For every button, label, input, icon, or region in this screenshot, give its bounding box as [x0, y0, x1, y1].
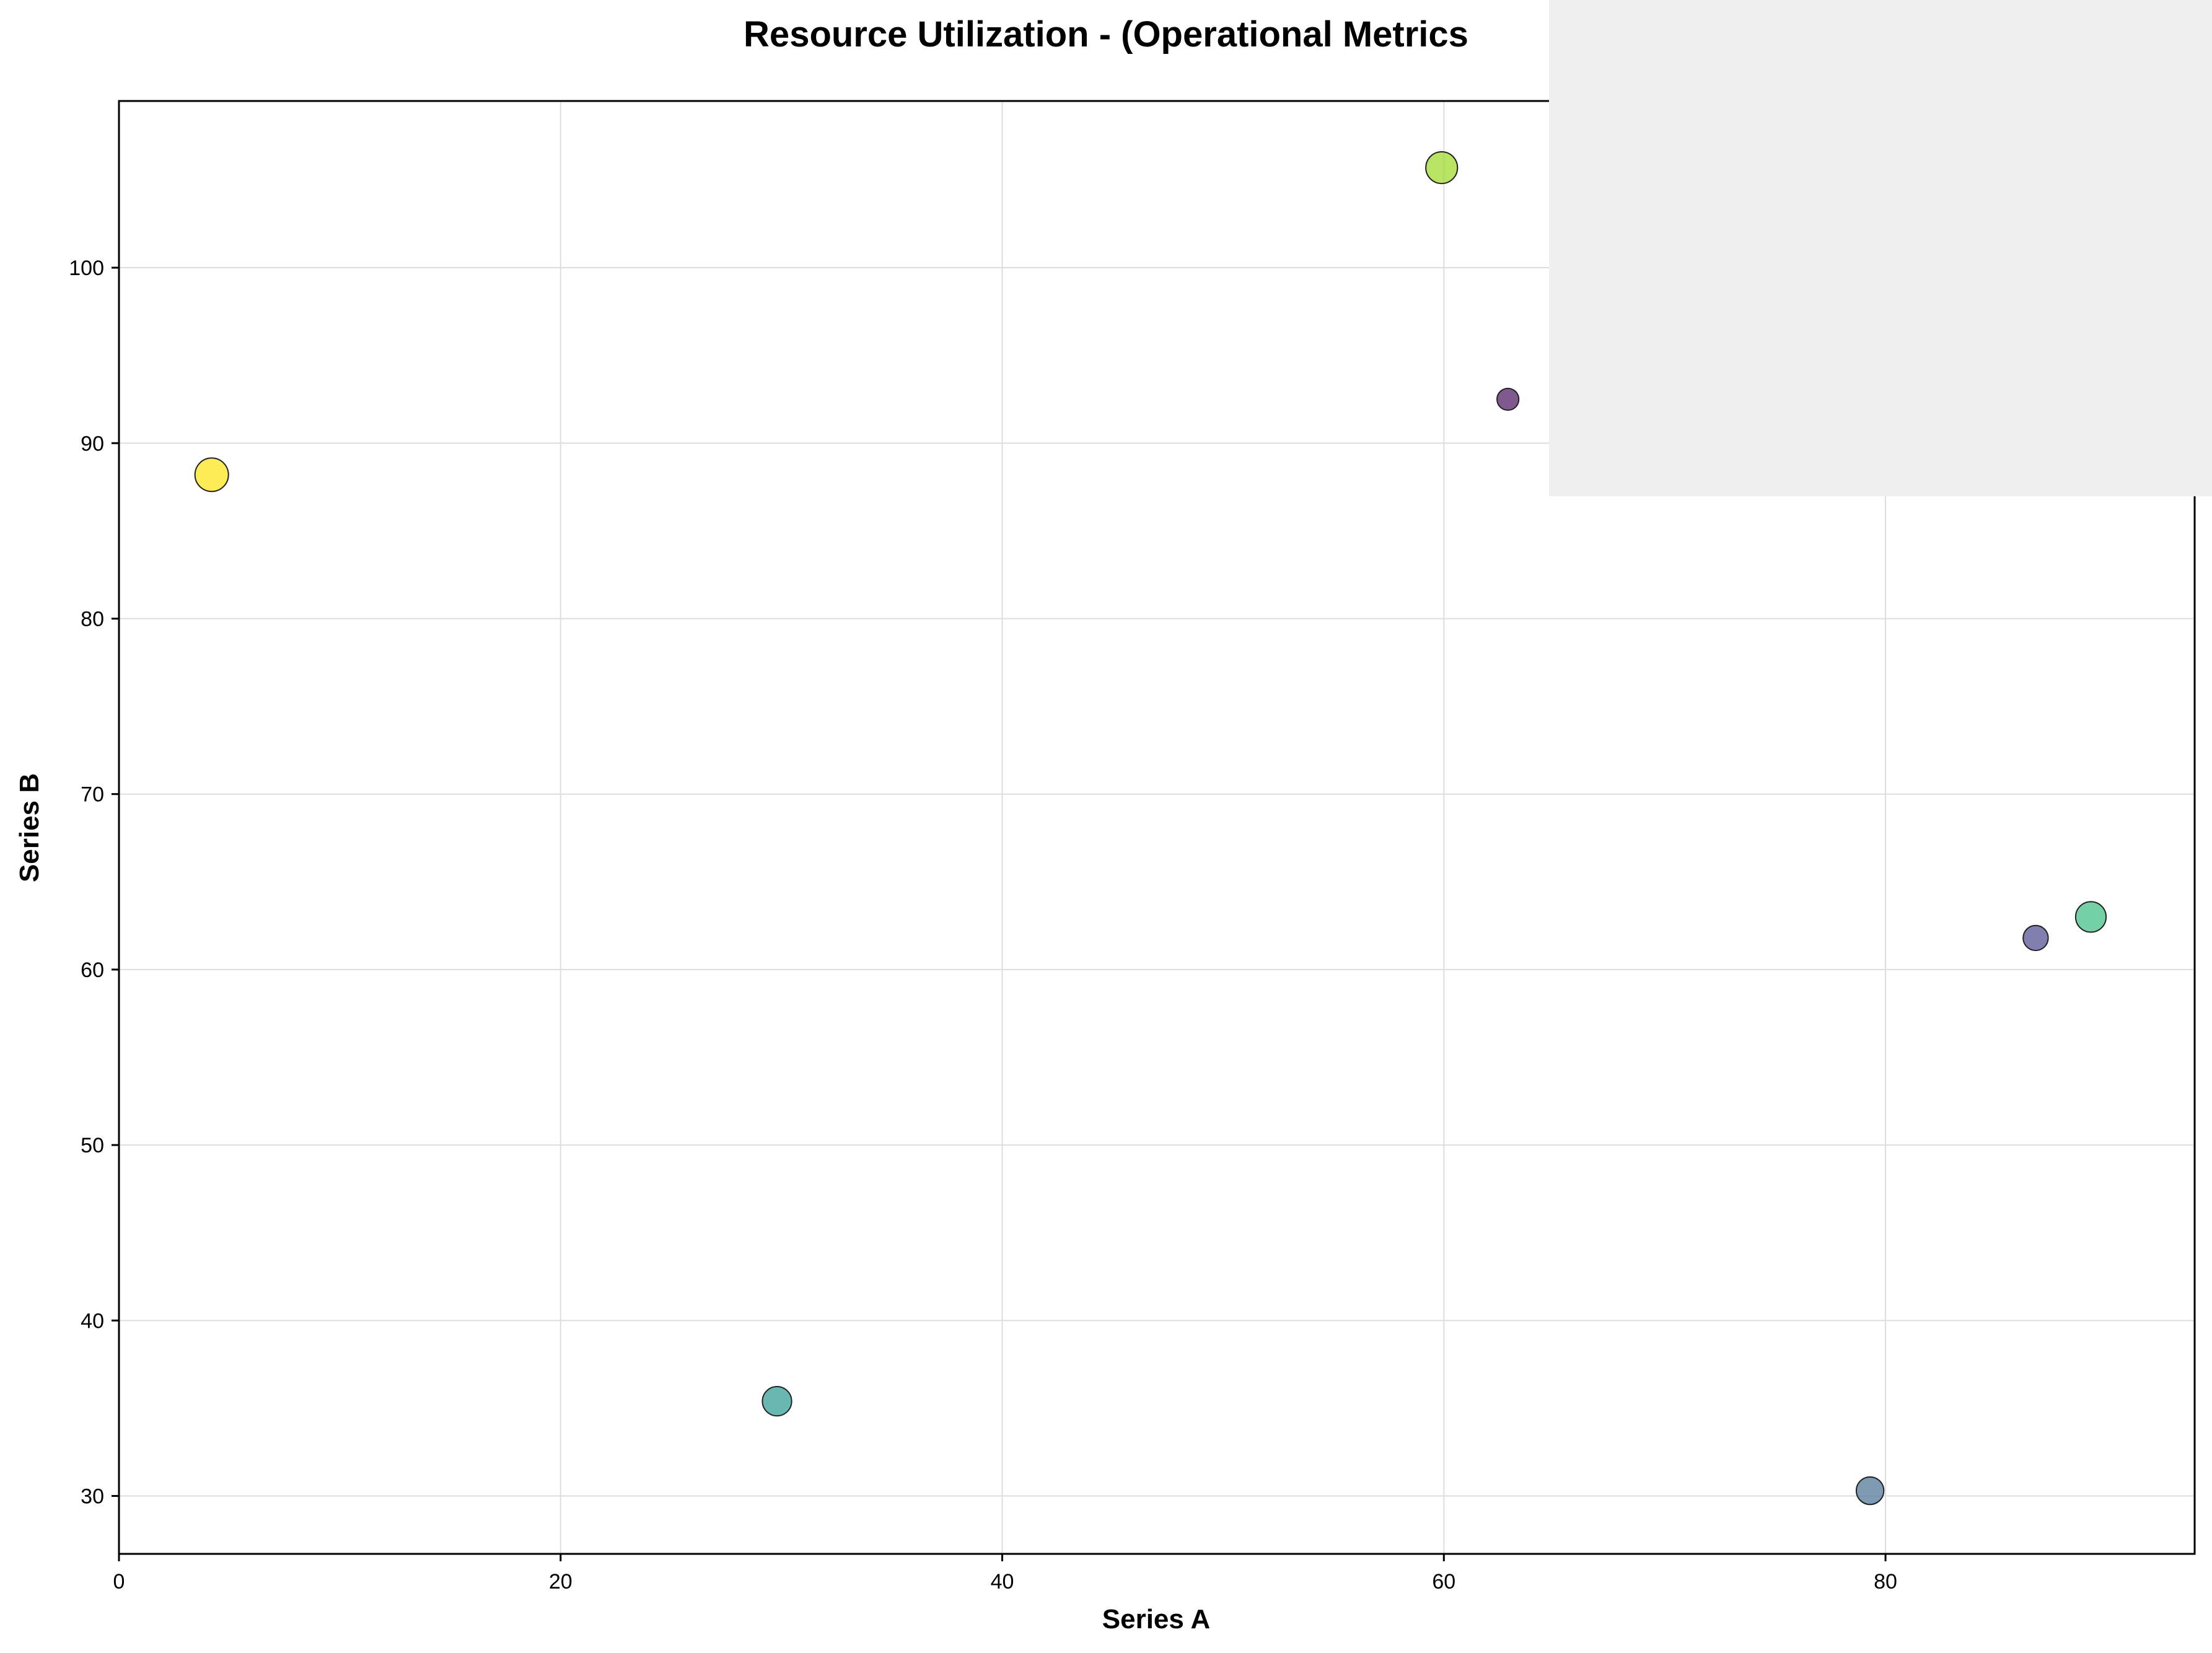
x-axis-label: Series A — [1102, 1604, 1210, 1634]
scatter-point — [2074, 901, 2107, 933]
y-tick-label: 100 — [69, 256, 104, 280]
ticks-layer: 0 20 40 60 80 30 40 50 60 70 80 90 100 — [69, 256, 1897, 1594]
points-layer — [194, 151, 2107, 1506]
chart-title: Resource Utilization - (Operational Metr… — [744, 14, 1468, 55]
x-tick-label: 0 — [113, 1570, 125, 1594]
y-tick-label: 50 — [81, 1134, 104, 1157]
y-tick-label: 80 — [81, 607, 104, 631]
x-tick-label: 40 — [991, 1570, 1014, 1594]
scatter-point — [194, 457, 229, 493]
y-tick-label: 60 — [81, 958, 104, 982]
legend-placeholder-box — [1549, 0, 2212, 496]
x-tick-label: 20 — [549, 1570, 573, 1594]
plot-frame — [118, 100, 2196, 1555]
y-tick-label: 90 — [81, 432, 104, 455]
scatter-point — [1425, 151, 1459, 185]
scatter-point — [1855, 1476, 1885, 1506]
scatter-point — [2022, 924, 2049, 952]
y-tick-label: 30 — [81, 1485, 104, 1509]
scatter-point — [1496, 387, 1520, 411]
x-tick-label: 60 — [1432, 1570, 1455, 1594]
y-tick-label: 40 — [81, 1309, 104, 1333]
y-tick-label: 70 — [81, 783, 104, 807]
scatter-point — [761, 1386, 792, 1417]
x-tick-label: 80 — [1874, 1570, 1897, 1594]
y-axis-label: Series B — [14, 773, 45, 882]
